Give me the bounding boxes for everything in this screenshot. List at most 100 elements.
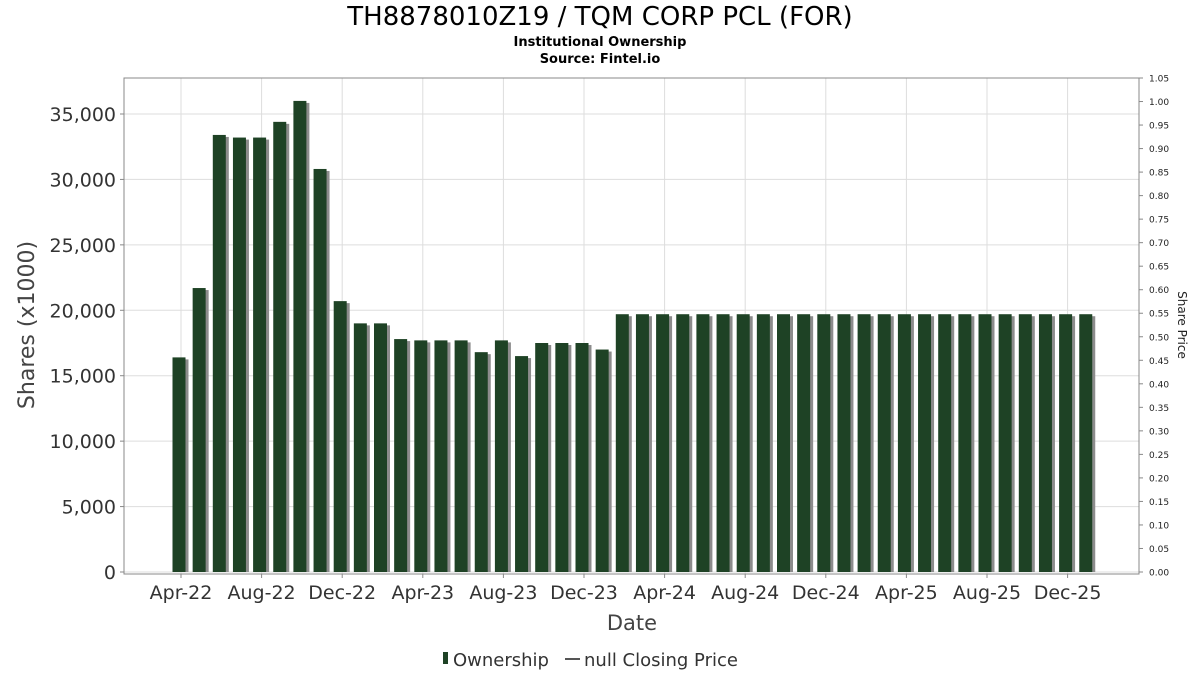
legend: Ownership null Closing Price [443, 650, 738, 671]
ownership-bar [515, 356, 529, 572]
ownership-bar [494, 340, 508, 572]
ownership-bar [958, 314, 972, 572]
y-right-tick-label: 0.65 [1149, 263, 1169, 273]
ownership-bar [535, 343, 549, 572]
ownership-bar [777, 314, 790, 572]
ownership-bar [756, 314, 770, 572]
chart-title: TH8878010Z19 / TQM CORP PCL (FOR) [347, 2, 853, 32]
ownership-bar [273, 121, 287, 572]
ownership-bar [918, 314, 932, 572]
ownership-bar [595, 349, 609, 572]
y-right-tick-label: 0.70 [1149, 239, 1169, 249]
ownership-bar [635, 314, 649, 572]
bars-layer [172, 100, 1096, 573]
ownership-bar [817, 314, 831, 572]
x-tick-label: Aug-22 [228, 582, 296, 604]
x-tick-label: Aug-25 [953, 582, 1021, 604]
chart-subtitle: Institutional Ownership [513, 35, 687, 50]
ownership-bar [474, 352, 488, 572]
y-right-tick-label: 0.80 [1149, 192, 1169, 202]
ownership-bar [212, 134, 226, 573]
x-tick-label: Dec-24 [792, 582, 860, 604]
ownership-bar [333, 301, 347, 572]
x-axis: Apr-22 Aug-22 Dec-22 Apr-23 Aug-23 Dec-23 Apr-… [150, 574, 1102, 604]
ownership-bar [877, 314, 891, 572]
ownership-bar [192, 288, 206, 572]
ownership-bar [1059, 314, 1073, 572]
y-tick-label: 35,000 [50, 104, 116, 126]
y-tick-label: 15,000 [50, 366, 116, 388]
ownership-bar [837, 314, 851, 572]
y-right-tick-label: 0.20 [1149, 474, 1169, 484]
x-tick-label: Apr-22 [150, 582, 213, 604]
x-tick-label: Apr-24 [633, 582, 696, 604]
y-right-tick-label: 0.75 [1149, 216, 1169, 226]
y-right-tick-label: 0.15 [1149, 498, 1169, 508]
y-right-tick-label: 0.25 [1149, 451, 1169, 461]
x-tick-label: Aug-23 [469, 582, 537, 604]
ownership-bar [454, 340, 468, 572]
y-right-tick-label: 0.00 [1149, 569, 1169, 579]
y-right-tick-label: 0.95 [1149, 122, 1169, 132]
y-right-tick-label: 0.85 [1149, 169, 1169, 179]
y-tick-label: 20,000 [50, 300, 116, 322]
ownership-bar [1018, 314, 1032, 572]
ownership-bar [716, 314, 730, 572]
y-right-tick-label: 0.45 [1149, 357, 1169, 367]
ownership-bar [615, 314, 629, 572]
y-right-tick-label: 1.00 [1149, 98, 1169, 108]
y-right-tick-label: 0.50 [1149, 333, 1169, 343]
ownership-bar [374, 323, 387, 572]
ownership-bar [797, 314, 811, 572]
ownership-bar [394, 339, 408, 572]
ownership-bar [696, 314, 710, 572]
y-axis-label: Shares (x1000) [15, 241, 40, 409]
ownership-bar [253, 137, 267, 572]
x-tick-label: Aug-24 [711, 582, 779, 604]
chart-source: Source: Fintel.io [539, 52, 661, 67]
x-tick-label: Dec-23 [550, 582, 618, 604]
y-axis-right-label: Share Price [1175, 291, 1189, 359]
y-right-tick-label: 0.30 [1149, 427, 1169, 437]
x-tick-label: Dec-25 [1034, 582, 1102, 604]
y-right-tick-label: 0.60 [1149, 286, 1169, 296]
ownership-bar [857, 314, 871, 572]
ownership-bar [1079, 314, 1093, 572]
ownership-bar [998, 314, 1012, 572]
ownership-bar [434, 340, 448, 572]
ownership-bar [736, 314, 750, 572]
x-tick-label: Apr-25 [875, 582, 938, 604]
ownership-bar [555, 343, 569, 572]
y-tick-label: 25,000 [50, 235, 116, 257]
ownership-bar [1038, 314, 1052, 572]
ownership-bar [656, 314, 670, 572]
x-tick-label: Dec-22 [308, 582, 376, 604]
left-axis: 0 5,000 10,000 15,000 20,000 25,000 30,000 35,0… [50, 104, 124, 584]
x-axis-label: Date [607, 611, 657, 635]
plot-frame [123, 77, 1140, 575]
y-right-tick-label: 0.90 [1149, 145, 1169, 155]
y-tick-label: 0 [104, 562, 116, 584]
ownership-bar [676, 314, 690, 572]
y-tick-label: 30,000 [50, 169, 116, 191]
y-tick-label: 10,000 [50, 431, 116, 453]
legend-price-label: null Closing Price [584, 650, 738, 671]
y-right-tick-label: 0.55 [1149, 310, 1169, 320]
ownership-bar [313, 168, 327, 572]
ownership-bar [172, 357, 186, 572]
ownership-bar [575, 343, 589, 572]
ownership-bar [232, 137, 246, 572]
y-right-tick-label: 0.40 [1149, 380, 1169, 390]
ownership-bar [938, 314, 952, 572]
y-right-tick-label: 0.10 [1149, 521, 1169, 531]
ownership-bar [414, 340, 428, 572]
right-axis: 0.00 0.05 0.10 0.15 0.20 0.25 0.30 0.35 0.40 0.45… [1139, 75, 1169, 579]
ownership-bar [897, 314, 911, 572]
ownership-bar [293, 100, 307, 573]
y-right-tick-label: 1.05 [1149, 75, 1169, 85]
legend-ownership-swatch [443, 652, 448, 664]
y-right-tick-label: 0.05 [1149, 545, 1169, 555]
x-tick-label: Apr-23 [391, 582, 454, 604]
y-tick-label: 5,000 [62, 497, 116, 519]
